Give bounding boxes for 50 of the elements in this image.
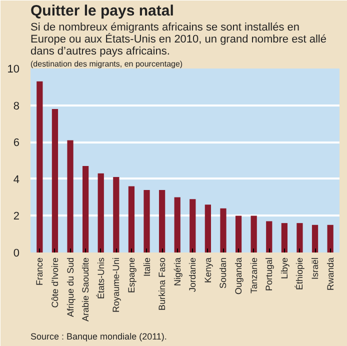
bar: [327, 224, 334, 252]
chart-title: Quitter le pays natal: [30, 2, 174, 20]
bar: [98, 173, 104, 252]
y-tick-label: 6: [13, 137, 20, 150]
y-axis-title: (destination des migrants, en pourcentage): [30, 60, 183, 68]
y-tick-label: 10: [7, 64, 20, 76]
bar: [312, 224, 318, 252]
bar: [235, 216, 242, 252]
x-tick-label: Portugal: [264, 257, 274, 292]
x-tick-label: Arabie Saoudite: [80, 258, 91, 322]
y-tick-label: 0: [13, 248, 20, 260]
x-tick-label: Jordanie: [188, 257, 198, 292]
x-tick-label: Nigéria: [172, 257, 182, 286]
x-tick-label: Tanzanie: [248, 257, 259, 294]
x-tick-label: Burkina Faso: [157, 257, 168, 311]
bar: [82, 166, 89, 252]
source-note: Source : Banque mondiale (2011).: [30, 332, 167, 342]
bar: [174, 197, 180, 252]
bar: [266, 221, 272, 252]
bar: [220, 208, 226, 252]
bar: [281, 223, 288, 252]
x-tick-label: Royaume-Uni: [111, 257, 122, 313]
x-tick-label: Rwanda: [325, 257, 336, 291]
x-tick-label: Espagne: [126, 258, 136, 294]
bar: [250, 216, 257, 252]
y-tick-label: 8: [13, 100, 20, 112]
x-tick-label: Soudan: [218, 258, 228, 289]
x-tick-label: France: [34, 257, 45, 286]
bar: [67, 140, 74, 252]
x-tick-label: Afrique du Sud: [65, 257, 76, 318]
x-tick-label: Libye: [279, 258, 290, 280]
bar: [36, 81, 43, 252]
x-tick-label: États-Unis: [96, 257, 106, 300]
bar: [158, 190, 166, 252]
chart-subtitle: Si de nombreux émigrants africains se sont installés en Europe ou aux États-Unis en 2010, un grand nombre est allé dans d’autres pays africains.: [30, 22, 326, 58]
x-tick-label: Italie: [142, 257, 152, 277]
x-tick-label: Kenya: [202, 257, 213, 284]
x-tick-label: Éthiopie: [294, 257, 305, 290]
x-tick-label: Côte d'Ivoire: [50, 257, 60, 308]
bar: [190, 199, 196, 252]
bar: [113, 177, 120, 252]
bar: [52, 108, 58, 252]
y-tick-label: 2: [13, 210, 20, 223]
bar: [128, 186, 135, 252]
bar: [144, 190, 150, 252]
x-tick-label: Ouganda: [234, 257, 244, 295]
bar: [204, 204, 212, 252]
y-tick-label: 4: [13, 174, 20, 186]
bar: [296, 223, 303, 252]
x-tick-label: Israël: [310, 257, 320, 280]
